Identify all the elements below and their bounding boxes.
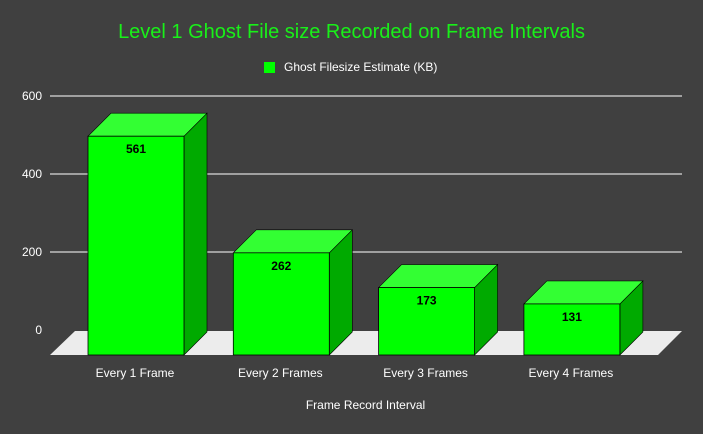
y-tick-label: 200 (22, 245, 42, 259)
y-tick-label: 400 (22, 167, 42, 181)
bar-value-label: 173 (417, 294, 437, 308)
bar (232, 252, 330, 356)
legend-label: Ghost Filesize Estimate (KB) (284, 60, 438, 74)
x-tick-label: Every 1 Frame (96, 366, 175, 380)
bar-value-label: 561 (126, 142, 146, 156)
bar (523, 303, 621, 356)
x-tick-label: Every 4 Frames (529, 366, 614, 380)
bar-value-label: 131 (562, 310, 582, 324)
y-tick-label: 600 (22, 89, 42, 103)
bar (378, 287, 476, 356)
bar (87, 135, 185, 356)
y-tick-label: 0 (35, 323, 42, 337)
chart-title: Level 1 Ghost File size Recorded on Fram… (118, 21, 585, 43)
legend-swatch (264, 61, 275, 73)
legend: Ghost Filesize Estimate (KB) (264, 60, 437, 74)
x-axis-title: Frame Record Interval (305, 398, 426, 412)
x-tick-label: Every 2 Frames (238, 366, 323, 380)
bar-value-label: 262 (271, 259, 291, 273)
x-tick-label: Every 3 Frames (383, 366, 468, 380)
bar-side (183, 112, 208, 356)
